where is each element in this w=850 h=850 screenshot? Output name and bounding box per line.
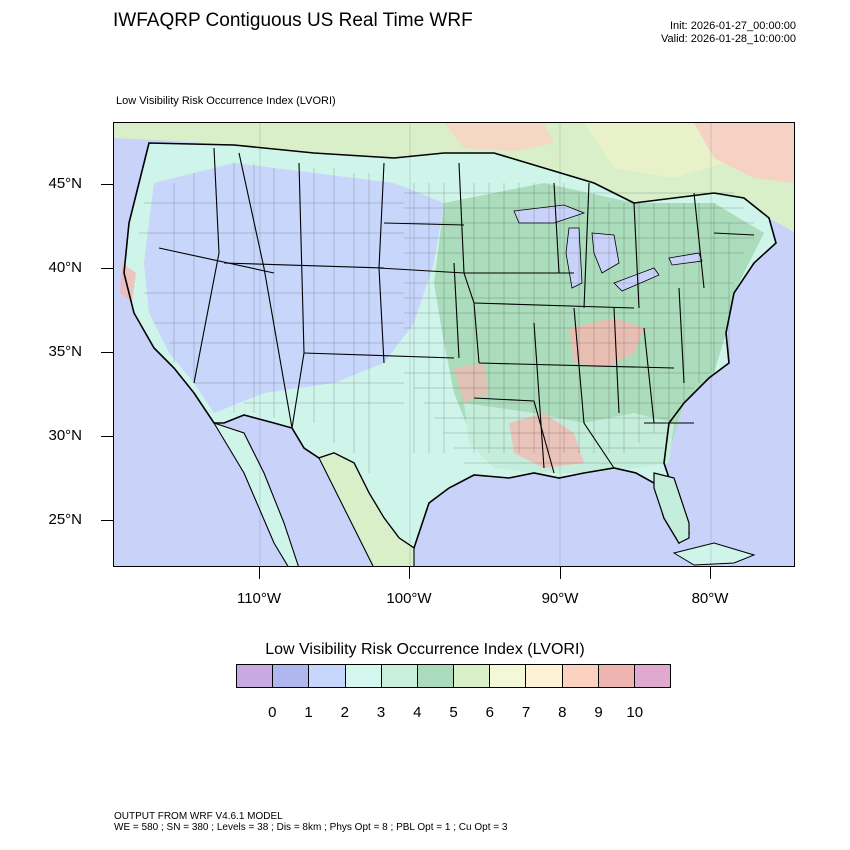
legend-label: 0 — [268, 704, 277, 721]
graticule — [259, 123, 712, 566]
florida-peninsula — [653, 472, 690, 544]
legend-swatch — [237, 665, 274, 687]
init-time: Init: 2026-01-27_00:00:00 — [670, 20, 796, 32]
legend-title: Low Visibility Risk Occurrence Index (LV… — [265, 641, 585, 658]
lat-label-40: 40°N — [48, 259, 82, 276]
legend-swatch — [598, 665, 635, 687]
legend-label: 5 — [449, 704, 458, 721]
mexico-coast — [212, 422, 299, 566]
canada-patch-2 — [584, 123, 724, 178]
valid-time: Valid: 2026-01-28_10:00:00 — [661, 33, 796, 45]
legend-swatch — [381, 665, 418, 687]
risk-area-ohio-valley — [569, 318, 644, 368]
legend-label: 8 — [558, 704, 567, 721]
legend-swatch — [634, 665, 671, 687]
legend-label: 6 — [485, 704, 494, 721]
lake-ontario — [668, 252, 703, 266]
lake-huron — [591, 232, 620, 274]
lat-label-25: 25°N — [48, 511, 82, 528]
lat-label-30: 30°N — [48, 427, 82, 444]
color-legend — [236, 664, 671, 688]
legend-swatch — [417, 665, 455, 687]
legend-label: 2 — [340, 704, 349, 721]
lat-label-35: 35°N — [48, 343, 82, 360]
legend-swatch — [490, 665, 527, 687]
lon-label-110: 110°W — [236, 590, 282, 607]
lat-tick-35 — [101, 352, 113, 353]
cuba — [672, 542, 756, 566]
legend-label: 7 — [521, 704, 531, 721]
legend-swatch — [345, 665, 382, 687]
lat-tick-45 — [101, 184, 113, 185]
lon-tick-80 — [710, 567, 711, 579]
legend-swatch — [562, 665, 599, 687]
lon-tick-100 — [409, 567, 410, 579]
county-lines — [139, 163, 754, 473]
state-boundaries — [158, 147, 755, 474]
legend-label: 3 — [376, 704, 386, 721]
legend-swatch — [309, 665, 346, 687]
legend-swatch — [454, 665, 491, 687]
legend-label: 10 — [626, 704, 644, 721]
west-low-risk-region — [144, 163, 444, 413]
canada-patch-3 — [694, 123, 794, 183]
lat-tick-30 — [101, 436, 113, 437]
canada-patch-1 — [444, 123, 554, 151]
page-title: IWFAQRP Contiguous US Real Time WRF — [113, 10, 473, 31]
legend-label: 9 — [594, 704, 603, 721]
lvori-map — [113, 122, 795, 567]
plot-subtitle: Low Visibility Risk Occurrence Index (LV… — [116, 95, 336, 107]
lon-label-80: 80°W — [691, 590, 729, 607]
mexico-mainland — [318, 452, 415, 566]
map-canvas — [114, 123, 794, 566]
lon-label-90: 90°W — [541, 590, 579, 607]
risk-area-gulf — [509, 413, 584, 468]
legend-swatch — [526, 665, 563, 687]
legend-swatch — [273, 665, 310, 687]
lon-tick-90 — [560, 567, 561, 579]
risk-area-texas — [454, 363, 489, 403]
lat-tick-25 — [101, 520, 113, 521]
footer-params: WE = 580 ; SN = 380 ; Levels = 38 ; Dis … — [114, 822, 508, 833]
lon-tick-110 — [259, 567, 260, 579]
lake-erie — [613, 267, 660, 292]
legend-label: 1 — [304, 704, 313, 721]
lon-label-100: 100°W — [386, 590, 432, 607]
footer-model: OUTPUT FROM WRF V4.6.1 MODEL — [114, 811, 283, 822]
lat-label-45: 45°N — [48, 175, 82, 192]
lat-tick-40 — [101, 268, 113, 269]
legend-label: 4 — [413, 704, 422, 721]
